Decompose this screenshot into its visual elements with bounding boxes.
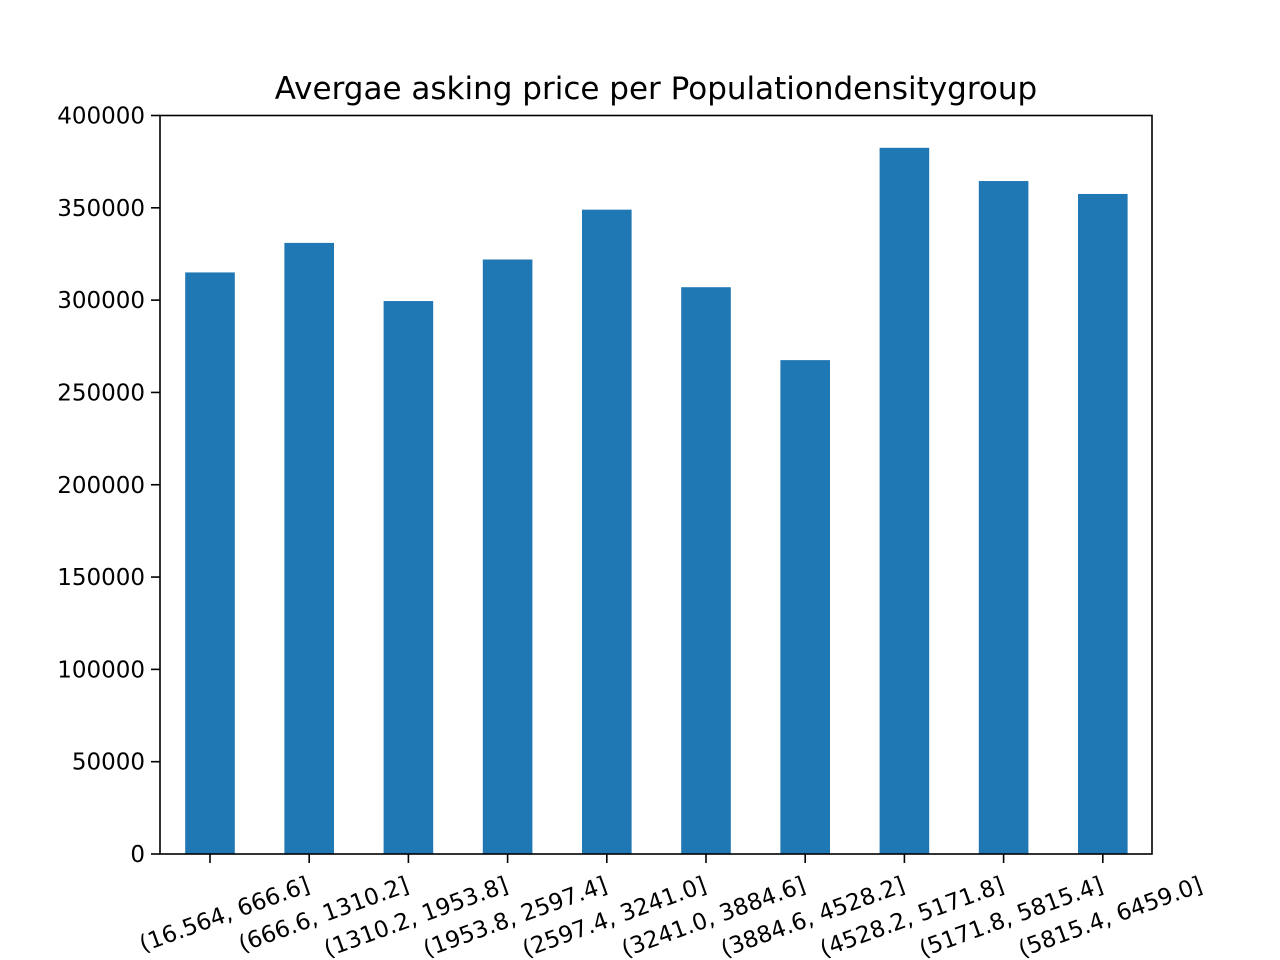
bar <box>482 259 533 854</box>
bar <box>582 209 632 854</box>
bar <box>284 242 334 855</box>
bar <box>1078 193 1128 854</box>
bar <box>681 287 731 854</box>
y-tick-label: 250000 <box>57 380 145 406</box>
bar <box>879 147 930 854</box>
y-tick-label: 50000 <box>72 750 145 776</box>
y-tick-label: 350000 <box>57 196 145 222</box>
bar <box>978 181 1029 854</box>
y-tick-label: 150000 <box>57 565 145 591</box>
plot-frame <box>159 114 1153 855</box>
y-tick-label: 0 <box>130 842 145 868</box>
y-tick-label: 100000 <box>57 657 145 683</box>
bar <box>780 360 830 854</box>
y-axis: 0 50000 100000 150000 200000 250000 300000 3500… <box>57 104 160 868</box>
y-tick-label: 400000 <box>57 104 145 130</box>
y-tick-label: 300000 <box>57 288 145 314</box>
bar <box>185 272 235 854</box>
y-tick-label: 200000 <box>57 473 145 499</box>
chart-title: Avergae asking price per Populationdensi… <box>275 71 1037 107</box>
bar <box>383 301 434 855</box>
bars-group <box>185 147 1128 855</box>
